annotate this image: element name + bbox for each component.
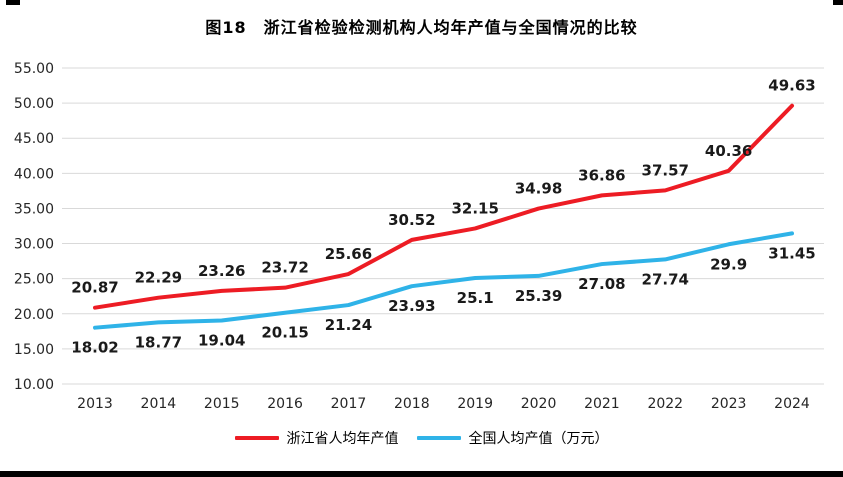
svg-text:40.36: 40.36 <box>705 142 752 160</box>
svg-text:10.00: 10.00 <box>14 377 54 393</box>
svg-text:27.74: 27.74 <box>642 270 689 288</box>
svg-text:29.9: 29.9 <box>710 255 747 273</box>
svg-text:36.86: 36.86 <box>578 166 625 184</box>
legend-label-national: 全国人均产值（万元） <box>468 431 609 447</box>
svg-text:23.72: 23.72 <box>261 259 308 277</box>
svg-text:50.00: 50.00 <box>14 96 54 112</box>
svg-text:15.00: 15.00 <box>14 342 54 358</box>
svg-text:2017: 2017 <box>331 396 367 412</box>
svg-text:32.15: 32.15 <box>451 199 498 217</box>
svg-text:37.57: 37.57 <box>642 161 689 179</box>
svg-text:23.26: 23.26 <box>198 262 245 280</box>
svg-text:2015: 2015 <box>204 396 240 412</box>
svg-text:2023: 2023 <box>711 396 747 412</box>
svg-text:23.93: 23.93 <box>388 297 435 315</box>
legend-label-zhejiang: 浙江省人均年产值 <box>286 431 399 447</box>
svg-text:40.00: 40.00 <box>14 166 54 182</box>
svg-text:18.02: 18.02 <box>71 339 118 357</box>
svg-text:34.98: 34.98 <box>515 180 562 198</box>
svg-text:2014: 2014 <box>141 396 177 412</box>
svg-text:25.00: 25.00 <box>14 272 54 288</box>
legend-line-red <box>234 436 279 440</box>
svg-text:21.24: 21.24 <box>325 316 372 334</box>
svg-text:31.45: 31.45 <box>768 244 815 262</box>
legend-line-blue <box>416 436 461 440</box>
chart-title: 图18 浙江省检验检测机构人均年产值与全国情况的比较 <box>205 18 638 37</box>
svg-text:25.66: 25.66 <box>325 245 372 263</box>
svg-text:55.00: 55.00 <box>14 61 54 77</box>
svg-text:19.04: 19.04 <box>198 332 245 350</box>
svg-text:49.63: 49.63 <box>768 77 815 95</box>
legend-item-national: 全国人均产值（万元） <box>416 428 609 448</box>
svg-text:30.52: 30.52 <box>388 211 435 229</box>
page-edge-bar <box>0 471 843 477</box>
svg-text:25.1: 25.1 <box>457 289 494 307</box>
svg-text:35.00: 35.00 <box>14 201 54 217</box>
page-edge-mark-left <box>6 0 20 5</box>
svg-text:30.00: 30.00 <box>14 237 54 253</box>
svg-text:25.39: 25.39 <box>515 287 562 305</box>
svg-text:27.08: 27.08 <box>578 275 625 293</box>
svg-text:45.00: 45.00 <box>14 131 54 147</box>
svg-text:2018: 2018 <box>394 396 430 412</box>
svg-text:2019: 2019 <box>457 396 493 412</box>
chart-legend: 浙江省人均年产值 全国人均产值（万元） <box>0 428 843 448</box>
svg-text:18.77: 18.77 <box>135 333 182 351</box>
svg-text:2013: 2013 <box>77 396 113 412</box>
svg-text:2024: 2024 <box>774 396 810 412</box>
svg-text:2021: 2021 <box>584 396 620 412</box>
page-edge-mark-right <box>833 0 843 5</box>
svg-text:22.29: 22.29 <box>135 269 182 287</box>
svg-text:20.87: 20.87 <box>71 279 118 297</box>
svg-text:20.15: 20.15 <box>261 324 308 342</box>
svg-text:20.00: 20.00 <box>14 307 54 323</box>
legend-item-zhejiang: 浙江省人均年产值 <box>234 428 399 448</box>
svg-text:2022: 2022 <box>647 396 683 412</box>
svg-text:2016: 2016 <box>267 396 303 412</box>
svg-text:2020: 2020 <box>521 396 557 412</box>
